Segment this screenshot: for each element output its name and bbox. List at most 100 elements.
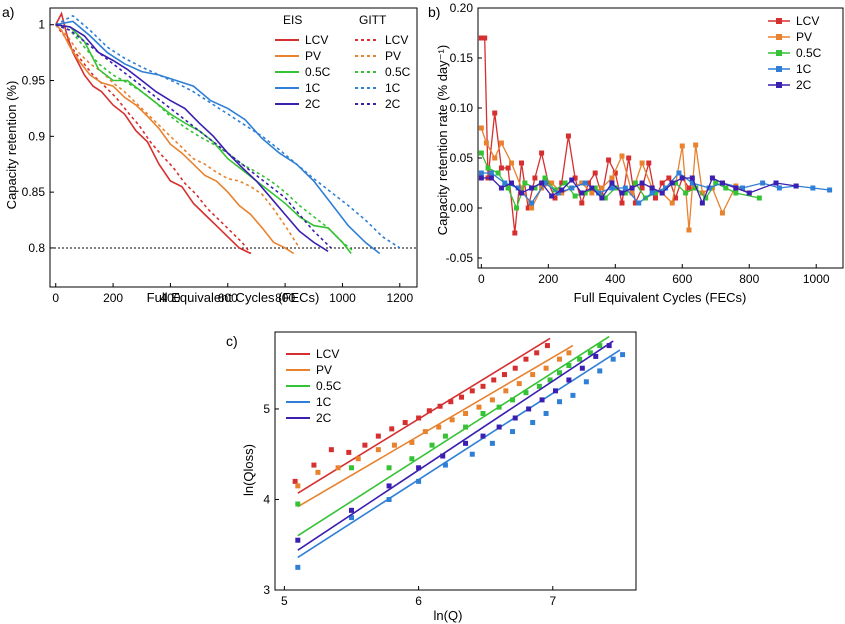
panel-b-point-LCV	[619, 200, 625, 206]
panel-c-point-05C	[597, 343, 603, 349]
panel-a-x-tick-label: 200	[103, 291, 123, 305]
panel-label-a: a)	[2, 4, 14, 20]
panel-a-y-tick-label: 1	[38, 18, 45, 32]
panel-c-point-PV	[391, 442, 397, 448]
panel-c-point-PV	[375, 447, 381, 453]
panel-c-point-05C	[409, 456, 415, 462]
panel-a-series-2C-eis	[55, 23, 329, 252]
panel-b-point-2C	[719, 180, 725, 186]
panel-c-point-2C	[416, 465, 422, 471]
panel-b-point-LCV	[639, 185, 645, 191]
panel-b-point-1C	[555, 190, 561, 196]
panel-b-point-2C	[478, 175, 484, 181]
panel-c-fit-1C	[297, 349, 621, 559]
panel-b-point-1C	[609, 185, 615, 191]
panel-a-legend-header-gitt: GITT	[359, 13, 387, 27]
panel-c-legend-label: 0.5C	[316, 379, 342, 393]
panel-b-point-1C	[663, 185, 669, 191]
panel-b-point-PV	[629, 190, 635, 196]
panel-b-point-LCV	[492, 110, 498, 116]
panel-c-x-tick-label: 5	[281, 594, 288, 608]
panel-b-point-LCV	[512, 230, 518, 236]
panel-c-point-1C	[489, 440, 495, 446]
panel-a-y-axis-title: Capacity retention (%)	[4, 81, 19, 210]
panel-c-point-LCV	[480, 383, 486, 389]
panel-c-point-LCV	[469, 388, 475, 394]
panel-a-x-tick-label: 1000	[329, 291, 356, 305]
panel-b-x-tick-label: 200	[538, 272, 558, 286]
panel-b-point-LCV	[659, 180, 665, 186]
panel-c-point-05C	[442, 433, 448, 439]
panel-b-point-PV	[686, 227, 692, 233]
panel-c-point-1C	[620, 352, 626, 358]
panel-b-point-05C	[505, 185, 511, 191]
panel-c-point-05C	[480, 410, 486, 416]
panel-a-legend-label-gitt: 0.5C	[385, 65, 411, 79]
panel-a-y-tick-label: 0.95	[22, 74, 46, 88]
panel-a-series-PV-eis	[55, 24, 295, 255]
panel-c-point-PV	[516, 381, 522, 387]
panel-c-point-1C	[570, 392, 576, 398]
panel-b-point-PV	[679, 143, 685, 149]
panel-b-point-1C	[488, 170, 494, 176]
panel-b-point-LCV	[478, 35, 484, 41]
panel-b-point-2C	[746, 190, 752, 196]
panel-c-x-tick-label: 7	[549, 594, 556, 608]
panel-b-point-PV	[508, 160, 514, 166]
panel-b-point-2C	[669, 180, 675, 186]
panel-c-point-PV	[566, 350, 572, 356]
panel-b-point-LCV	[559, 180, 565, 186]
panel-b-point-PV	[483, 140, 489, 146]
panel-b-point-LCV	[525, 205, 531, 211]
panel-b-point-05C	[602, 195, 608, 201]
panel-b-point-2C	[689, 175, 695, 181]
panel-c-point-LCV	[346, 449, 352, 455]
panel-a-series-PV-gitt	[55, 24, 301, 249]
panel-b-point-1C	[827, 187, 833, 193]
panel-b-point-05C	[723, 185, 729, 191]
panel-b-point-1C	[760, 180, 766, 186]
panel-c-point-05C	[566, 362, 572, 368]
panel-b-series-LCV-line	[481, 37, 696, 234]
panel-c-point-1C	[510, 429, 516, 435]
panel-b-point-PV	[492, 155, 498, 161]
panel-b-point-1C	[689, 180, 695, 186]
panel-a-legend-label-eis: 1C	[305, 81, 321, 95]
panel-b-point-05C	[713, 180, 719, 186]
panel-b-point-05C	[514, 205, 520, 211]
panel-a-legend-label-gitt: PV	[385, 49, 401, 63]
panel-c-point-LCV	[544, 343, 550, 349]
panel-c-point-2C	[440, 453, 446, 459]
panel-a-series-2C-gitt	[55, 23, 332, 249]
panel-b-point-2C	[793, 183, 799, 189]
panel-c-point-PV	[530, 372, 536, 378]
panel-b-point-05C	[495, 170, 501, 176]
panel-c-point-2C	[566, 377, 572, 383]
panel-b-point-LCV	[539, 150, 545, 156]
panel-b-point-LCV	[652, 195, 658, 201]
panel-a-legend-label-gitt: LCV	[385, 33, 408, 47]
panel-c-point-PV	[463, 410, 469, 416]
panel-b-point-05C	[733, 190, 739, 196]
panel-c-point-2C	[463, 440, 469, 446]
panel-b-point-LCV	[586, 180, 592, 186]
panel-b-point-2C	[639, 180, 645, 186]
panel-b-point-2C	[599, 195, 605, 201]
panel-b-plot: 0 200 400 600 800 1000 -0.05 0.00 0.05 0.10 0.15 0.…	[446, 1, 844, 286]
panel-c-point-LCV	[292, 478, 298, 484]
panel-c-x-axis-title: ln(Q)	[434, 608, 463, 623]
panel-c-point-LCV	[448, 399, 454, 405]
panel-c-point-LCV	[426, 408, 432, 414]
panel-b-point-05C	[756, 195, 762, 201]
panel-b-legend-marker	[776, 50, 782, 56]
panel-b-point-1C	[569, 185, 575, 191]
panel-c-point-2C	[386, 483, 392, 489]
panel-c-point-05C	[547, 377, 553, 383]
panel-b-point-05C	[673, 180, 679, 186]
panel-b-point-PV	[609, 175, 615, 181]
panel-b-point-05C	[683, 190, 689, 196]
panel-c-point-2C	[579, 365, 585, 371]
panel-c-point-1C	[416, 478, 422, 484]
panel-b-y-tick-label: 0.20	[450, 1, 474, 15]
panel-label-b: b)	[428, 4, 440, 20]
